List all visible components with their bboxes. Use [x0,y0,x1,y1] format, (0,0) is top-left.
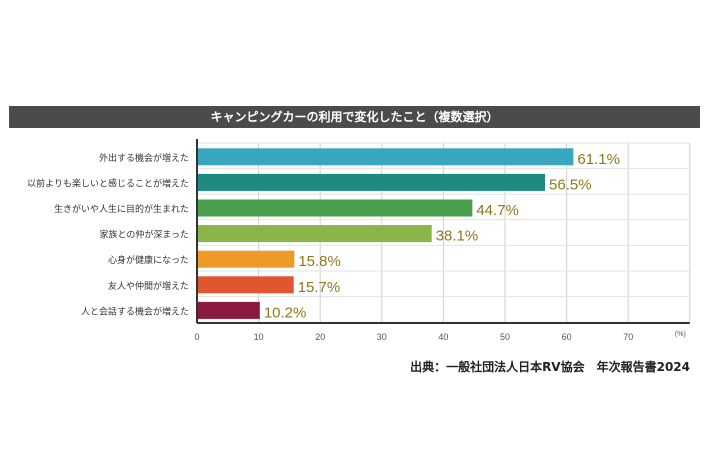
category-label: 人と会話する機会が増えた [81,305,189,317]
data-label: 44.7% [476,202,519,219]
bar [197,276,294,294]
source-note: 出典：一般社団法人日本RV協会 年次報告書2024 [410,360,690,374]
category-label: 以前よりも楽しいと感じることが増えた [27,177,189,189]
data-label: 15.8% [298,253,341,270]
bar [197,199,473,217]
data-label: 10.2% [264,304,307,321]
x-tick-label: 10 [254,332,264,342]
data-label: 38.1% [436,228,479,245]
x-tick-label: 40 [438,332,448,342]
category-label: 心身が健康になった [108,254,189,266]
category-label: 家族との仲が深まった [99,229,189,241]
x-tick-label: 60 [562,332,572,342]
x-tick-label: 50 [500,332,510,342]
x-tick-label: 0 [194,332,199,342]
bar [197,250,295,268]
bar [197,148,574,166]
bar [197,301,260,319]
x-unit-label: (%) [675,331,686,338]
category-label: 生きがいや人生に目的が生まれた [54,203,189,215]
data-label: 56.5% [549,176,592,193]
bar [197,173,546,191]
chart-title: キャンピングカーの利用で変化したこと（複数選択） [9,106,700,128]
x-tick-label: 30 [377,332,387,342]
category-label: 外出する機会が増えた [99,152,189,164]
category-label: 友人や仲間が増えた [108,280,189,292]
data-label: 15.7% [298,279,341,296]
x-tick-label: 20 [315,332,325,342]
x-tick-label: 70 [623,332,633,342]
data-label: 61.1% [577,151,620,168]
bar [197,225,432,243]
